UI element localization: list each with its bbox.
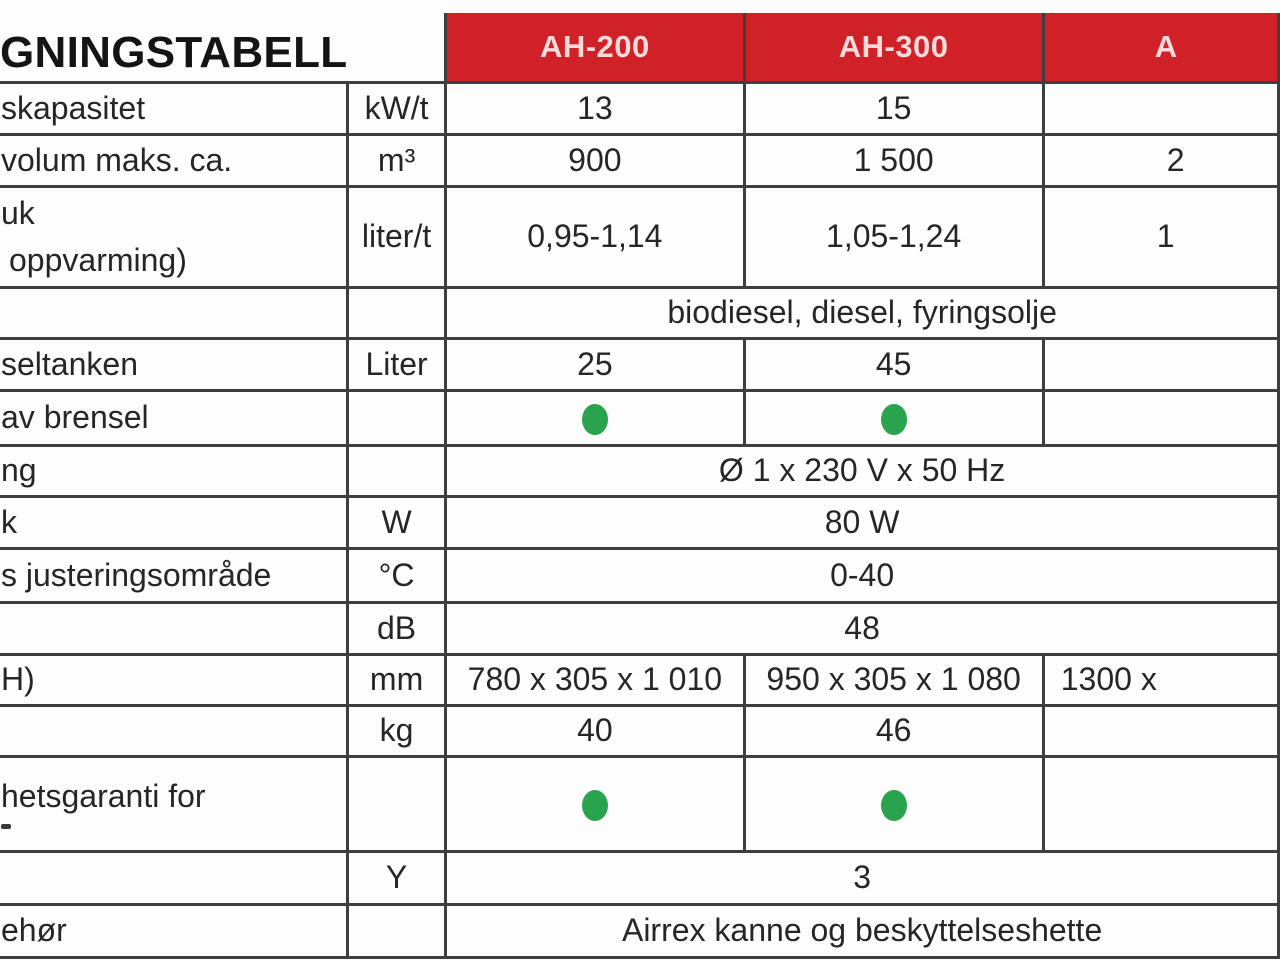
row-label-line1: hetsgaranti for bbox=[1, 778, 206, 814]
unit-cell bbox=[345, 902, 448, 959]
span-value-accessories: Airrex kanne og beskyttelseshette bbox=[444, 902, 1280, 959]
row-weight: kg 40 46 bbox=[0, 703, 1280, 758]
unit-cell bbox=[345, 443, 448, 498]
row-volume-max: volum maks. ca. m³ 900 1 500 2 bbox=[0, 132, 1280, 188]
unit-cell: mm bbox=[345, 652, 448, 707]
value-ah300: 1 500 bbox=[742, 132, 1045, 188]
unit-cell: Liter bbox=[345, 336, 448, 392]
row-guarantee: hetsgaranti for bbox=[0, 754, 1280, 853]
value-ah200: 25 bbox=[444, 336, 746, 392]
value-ah200: 40 bbox=[444, 703, 746, 758]
value-ah800-cut: 1300 x bbox=[1041, 652, 1280, 707]
row-label: H) bbox=[0, 652, 349, 707]
value-ah800-cut: 1 bbox=[1041, 184, 1280, 289]
green-dot-icon bbox=[880, 404, 907, 436]
row-label: k bbox=[0, 494, 349, 550]
span-value-power-supply: Ø 1 x 230 V x 50 Hz bbox=[444, 443, 1280, 498]
span-value-power-consumption: 80 W bbox=[444, 494, 1280, 550]
page-title: GNINGSTABELL bbox=[0, 27, 348, 77]
value-ah200: 0,95-1,14 bbox=[444, 184, 746, 289]
row-guarantee-years: Y 3 bbox=[0, 849, 1280, 906]
value-ah200: 13 bbox=[444, 80, 746, 136]
row-label bbox=[0, 703, 349, 758]
check-ah300 bbox=[742, 388, 1045, 447]
value-ah300: 45 bbox=[742, 336, 1045, 392]
row-power-supply: ng Ø 1 x 230 V x 50 Hz bbox=[0, 443, 1280, 498]
row-label: ehør bbox=[0, 902, 349, 959]
value-ah800-cut bbox=[1041, 703, 1280, 758]
table-title-cell: GNINGSTABELL bbox=[0, 13, 347, 82]
row-label: hetsgaranti for bbox=[0, 754, 349, 853]
row-label: volum maks. ca. bbox=[0, 132, 349, 188]
check-ah200 bbox=[444, 754, 746, 853]
unit-cell: W bbox=[345, 494, 448, 550]
row-dimensions: H) mm 780 x 305 x 1 010 950 x 305 x 1 08… bbox=[0, 652, 1280, 707]
span-value-noise-level: 48 bbox=[444, 600, 1280, 656]
value-ah200: 900 bbox=[444, 132, 746, 188]
green-dot-icon bbox=[581, 404, 608, 436]
row-fuel-consumption: uk oppvarming) liter/t 0,95-1,14 1,05-1,… bbox=[0, 184, 1280, 289]
column-header-ah-800-cut: A bbox=[1041, 13, 1280, 84]
value-ah800-cut bbox=[1041, 336, 1280, 392]
unit-cell: kW/t bbox=[345, 80, 448, 136]
row-fuel-indicator: av brensel bbox=[0, 388, 1280, 447]
unit-cell: m³ bbox=[345, 132, 448, 188]
unit-cell: liter/t bbox=[345, 184, 448, 289]
row-label bbox=[0, 849, 349, 906]
row-label: av brensel bbox=[0, 388, 349, 447]
row-fuel-types: biodiesel, diesel, fyringsolje bbox=[0, 285, 1280, 340]
header-row: GNINGSTABELL AH-200 AH-300 A bbox=[0, 13, 1280, 84]
value-ah300: 15 bbox=[742, 80, 1045, 136]
cut-glyph-fragment bbox=[1, 824, 11, 829]
unit-cell bbox=[345, 754, 448, 853]
value-ah300: 1,05-1,24 bbox=[742, 184, 1045, 289]
row-label bbox=[0, 600, 349, 656]
value-ah300: 46 bbox=[742, 703, 1045, 758]
row-power-consumption: k W 80 W bbox=[0, 494, 1280, 550]
row-tank-volume: seltanken Liter 25 45 bbox=[0, 336, 1280, 392]
value-ah800-cut: 2 bbox=[1041, 132, 1280, 188]
row-label: s justeringsområde bbox=[0, 546, 349, 604]
row-label-line1: uk bbox=[1, 194, 35, 231]
unit-cell: °C bbox=[345, 546, 448, 604]
value-ah300: 950 x 305 x 1 080 bbox=[742, 652, 1045, 707]
span-value-thermostat-range: 0-40 bbox=[444, 546, 1280, 604]
value-ah800-cut bbox=[1041, 80, 1280, 136]
row-label bbox=[0, 285, 349, 340]
row-label: skapasitet bbox=[0, 80, 349, 136]
row-label: ng bbox=[0, 443, 349, 498]
row-label-line2: oppvarming) bbox=[9, 241, 187, 278]
row-noise-level: dB 48 bbox=[0, 600, 1280, 656]
column-header-ah-300: AH-300 bbox=[742, 13, 1045, 84]
unit-cell: dB bbox=[345, 600, 448, 656]
value-ah200: 780 x 305 x 1 010 bbox=[444, 652, 746, 707]
span-value-guarantee-years: 3 bbox=[444, 849, 1280, 906]
row-label: uk oppvarming) bbox=[0, 184, 349, 289]
green-dot-icon bbox=[581, 790, 608, 822]
comparison-table: GNINGSTABELL AH-200 AH-300 A skapasitet … bbox=[0, 13, 1280, 959]
unit-cell bbox=[345, 285, 448, 340]
check-ah300 bbox=[742, 754, 1045, 853]
row-thermostat-range: s justeringsområde °C 0-40 bbox=[0, 546, 1280, 604]
header-unit-spacer bbox=[347, 13, 445, 82]
check-ah800-cut bbox=[1041, 388, 1280, 447]
row-label: seltanken bbox=[0, 336, 349, 392]
unit-cell: Y bbox=[345, 849, 448, 906]
check-ah200 bbox=[444, 388, 746, 447]
row-accessories: ehør Airrex kanne og beskyttelseshette bbox=[0, 902, 1280, 959]
unit-cell bbox=[345, 388, 448, 447]
check-ah800-cut bbox=[1041, 754, 1280, 853]
span-value-fuel-types: biodiesel, diesel, fyringsolje bbox=[444, 285, 1280, 340]
unit-cell: kg bbox=[345, 703, 448, 758]
green-dot-icon bbox=[880, 790, 907, 822]
column-header-ah-200: AH-200 bbox=[444, 13, 746, 84]
row-heating-capacity: skapasitet kW/t 13 15 bbox=[0, 80, 1280, 136]
